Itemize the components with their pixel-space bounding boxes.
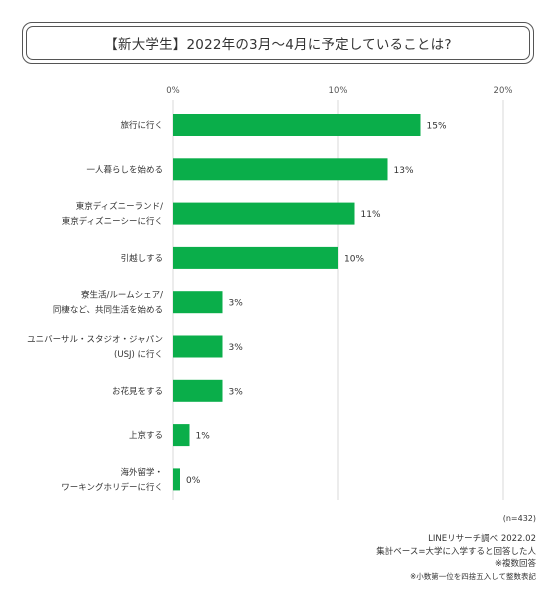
sample-size-note: (n=432) bbox=[502, 514, 536, 523]
category-label: 上京する bbox=[129, 430, 163, 441]
bar bbox=[173, 291, 223, 314]
data-label: 15% bbox=[427, 122, 447, 132]
category-label: 東京ディズニーランド/ bbox=[76, 201, 163, 212]
data-label: 10% bbox=[344, 254, 364, 264]
category-label: 同棲など、共同生活を始める bbox=[53, 305, 163, 316]
bar bbox=[173, 202, 355, 225]
data-label: 13% bbox=[394, 166, 414, 176]
multi-answer-note: ※複数回答 bbox=[494, 559, 536, 569]
bar bbox=[173, 468, 180, 491]
chart-title: 【新大学生】2022年の3月〜4月に予定していることは? bbox=[104, 37, 452, 53]
bar bbox=[173, 379, 223, 402]
bar bbox=[173, 158, 388, 181]
data-label: 11% bbox=[361, 210, 381, 220]
category-label: 一人暮らしを始める bbox=[86, 164, 163, 175]
base-note: 集計ベース=大学に入学すると回答した人 bbox=[376, 546, 536, 557]
x-tick-label: 20% bbox=[494, 86, 513, 96]
data-label: 3% bbox=[229, 343, 244, 353]
category-label: ユニバーサル・スタジオ・ジャパン bbox=[27, 335, 163, 345]
bar bbox=[173, 335, 223, 358]
category-label: お花見をする bbox=[112, 386, 163, 397]
data-label: 0% bbox=[186, 476, 201, 486]
category-label: 東京ディズニーシーに行く bbox=[62, 216, 163, 227]
chart-title-box: 【新大学生】2022年の3月〜4月に予定していることは? bbox=[22, 22, 534, 64]
x-tick-label: 10% bbox=[329, 86, 348, 96]
bar bbox=[173, 424, 190, 447]
category-label: ワーキングホリデーに行く bbox=[61, 482, 163, 493]
bar bbox=[173, 114, 421, 136]
data-label: 1% bbox=[196, 432, 211, 442]
category-label: (USJ) に行く bbox=[114, 349, 163, 360]
category-label: 引越しする bbox=[121, 253, 163, 264]
source-notes: LINEリサーチ調べ 2022.02 集計ベース=大学に入学すると回答した人 ※… bbox=[376, 533, 536, 583]
data-label: 3% bbox=[229, 299, 244, 309]
x-tick-label: 0% bbox=[166, 86, 180, 96]
source-note: LINEリサーチ調べ 2022.02 bbox=[428, 534, 536, 544]
category-label: 海外留学・ bbox=[120, 467, 163, 478]
data-label: 3% bbox=[229, 387, 244, 397]
rounding-note: ※小数第一位を四捨五入して整数表記 bbox=[409, 571, 536, 581]
category-label: 寮生活/ルームシェア/ bbox=[81, 290, 163, 301]
category-label: 旅行に行く bbox=[120, 120, 163, 131]
bar bbox=[173, 246, 338, 269]
